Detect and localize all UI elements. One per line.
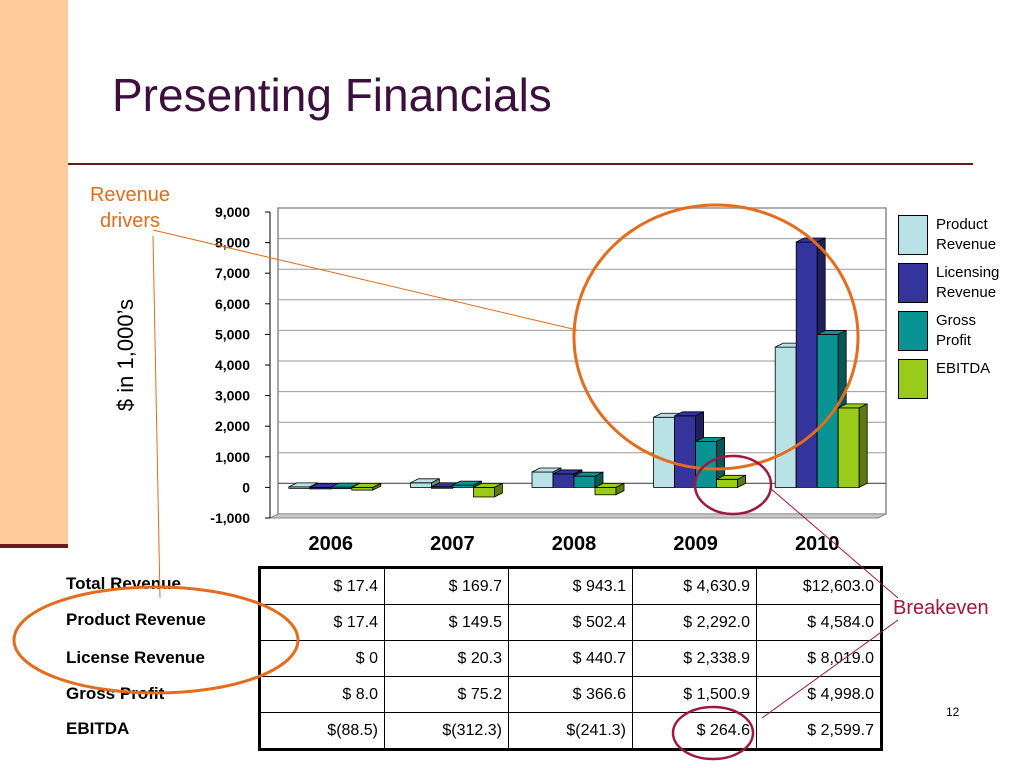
table-cell: $12,603.0 [756, 567, 882, 605]
chart-x-tick-label-2007: 2007 [430, 533, 475, 555]
legend-swatch-licensing-revenue [898, 263, 928, 303]
table-cell: $ 502.4 [508, 604, 633, 641]
chart-x-tick-label-2009: 2009 [673, 533, 718, 555]
bar-side-ebitda-2008 [615, 482, 625, 496]
chart-y-tick-label: 2,000 [215, 418, 250, 434]
breakeven-annotation: Breakeven [893, 597, 989, 619]
table-row-label-total-revenue: Total Revenue [66, 574, 181, 593]
table-cell: $ 440.7 [508, 640, 633, 677]
bar-ebitda-2006 [351, 486, 374, 491]
legend-item-gross-profit: Gross Profit [898, 311, 1018, 359]
title-rule [68, 163, 973, 165]
bar-product-revenue-2008 [531, 471, 554, 488]
chart-y-tick-label: 6,000 [215, 296, 250, 312]
table-row-label-product-revenue: Product Revenue [66, 610, 206, 629]
financials-table: $ 17.4 $ 169.7 $ 943.1 $ 4,630.9 $12,603… [258, 566, 883, 751]
legend-label-line: Profit [936, 332, 972, 349]
legend-label-line: Product [936, 216, 988, 233]
table-cell: $ 17.4 [259, 567, 385, 605]
revenue-drivers-line-1: Revenue [89, 184, 171, 206]
table-cell: $ 8,019.0 [756, 640, 882, 677]
revenue-drivers-annotation: Revenue drivers [76, 182, 184, 234]
chart-x-tick-label-2010: 2010 [795, 533, 840, 555]
chart-x-tick-label-2006: 2006 [309, 533, 354, 555]
legend-label-line: Licensing [936, 264, 1000, 281]
chart-legend: Product Revenue Licensing Revenue Gross Pro… [898, 215, 1018, 407]
table-row: $(88.5) $(312.3) $(241.3) $ 264.6 $ 2,59… [259, 712, 882, 750]
legend-item-licensing-revenue: Licensing Revenue [898, 263, 1018, 311]
table-cell: $ 169.7 [384, 567, 509, 605]
legend-label-line: EBITDA [936, 360, 991, 377]
legend-item-ebitda: EBITDA [898, 359, 1018, 407]
table-cell: $ 2,292.0 [632, 604, 757, 641]
legend-label-line: Gross [936, 312, 977, 329]
table-cell: $ 264.6 [632, 712, 757, 750]
table-cell: $ 4,998.0 [756, 676, 882, 713]
chart-y-tick-label: 8,000 [215, 235, 250, 251]
table-row: $ 17.4 $ 149.5 $ 502.4 $ 2,292.0 $ 4,584… [259, 604, 882, 641]
chart-y-tick-label: 5,000 [215, 326, 250, 342]
bar-product-revenue-2010 [774, 346, 797, 488]
table-row: $ 0 $ 20.3 $ 440.7 $ 2,338.9 $ 8,019.0 [259, 640, 882, 677]
sidebar-accent-edge [0, 544, 68, 548]
chart-y-tick-label: -1,000 [210, 510, 250, 526]
table-cell: $ 0 [259, 640, 385, 677]
table-cell: $ 366.6 [508, 676, 633, 713]
table-row: $ 17.4 $ 169.7 $ 943.1 $ 4,630.9 $12,603… [259, 567, 882, 605]
bar-ebitda-2010 [837, 407, 860, 488]
legend-label-line: Revenue [936, 236, 997, 253]
legend-label-line: Revenue [936, 284, 997, 301]
revenue-drivers-line-2: drivers [99, 210, 160, 232]
chart-y-tick-label: 9,000 [215, 204, 250, 220]
chart-x-tick-label-2008: 2008 [552, 533, 597, 555]
slide-title: Presenting Financials [112, 69, 552, 121]
legend-swatch-gross-profit [898, 311, 928, 351]
legend-swatch-product-revenue [898, 215, 928, 255]
bar-side-ebitda-2006 [372, 482, 382, 491]
chart-y-tick-label: 1,000 [215, 449, 250, 465]
table-cell: $(88.5) [259, 712, 385, 750]
bar-product-revenue-2007 [409, 482, 432, 488]
table-cell: $ 4,584.0 [756, 604, 882, 641]
chart-y-tick-label: 7,000 [215, 265, 250, 281]
chart-floor [269, 513, 887, 519]
bar-gross-profit-2008 [573, 475, 596, 488]
page-number: 12 [946, 705, 960, 719]
bar-licensing-revenue-2010 [795, 241, 818, 488]
table-cell: $ 2,599.7 [756, 712, 882, 750]
table-cell: $ 2,338.9 [632, 640, 757, 677]
sidebar-accent [0, 0, 68, 546]
bar-licensing-revenue-2009 [674, 415, 696, 488]
table-cell: $(312.3) [384, 712, 509, 750]
legend-item-product-revenue: Product Revenue [898, 215, 1018, 263]
table-cell: $ 8.0 [259, 676, 385, 713]
table-row-label-ebitda: EBITDA [66, 719, 130, 738]
table-cell: $ 17.4 [259, 604, 385, 641]
table-row: $ 8.0 $ 75.2 $ 366.6 $ 1,500.9 $ 4,998.0 [259, 676, 882, 713]
table-cell: $(241.3) [508, 712, 633, 750]
table-row-label-gross-profit: Gross Profit [66, 684, 165, 703]
chart-y-tick-label: 3,000 [215, 388, 250, 404]
bar-gross-profit-2009 [695, 441, 717, 488]
bar-side-ebitda-2010 [858, 403, 868, 489]
chart-y-tick-label: 4,000 [215, 357, 250, 373]
table-cell: $ 149.5 [384, 604, 509, 641]
table-cell: $ 1,500.9 [632, 676, 757, 713]
bar-side-ebitda-2007 [493, 482, 503, 498]
bar-ebitda-2008 [594, 486, 617, 496]
table-row-label-license-revenue: License Revenue [66, 648, 205, 667]
table-cell: $ 4,630.9 [632, 567, 757, 605]
bar-ebitda-2007 [472, 486, 495, 498]
table-cell: $ 75.2 [384, 676, 509, 713]
table-cell: $ 943.1 [508, 567, 633, 605]
bar-product-revenue-2009 [653, 416, 675, 488]
bar-licensing-revenue-2008 [552, 473, 575, 488]
bar-ebitda-2009 [716, 478, 738, 488]
bar-gross-profit-2010 [816, 334, 839, 488]
legend-swatch-ebitda [898, 359, 928, 399]
chart-y-tick-label: 0 [242, 479, 250, 495]
table-cell: $ 20.3 [384, 640, 509, 677]
